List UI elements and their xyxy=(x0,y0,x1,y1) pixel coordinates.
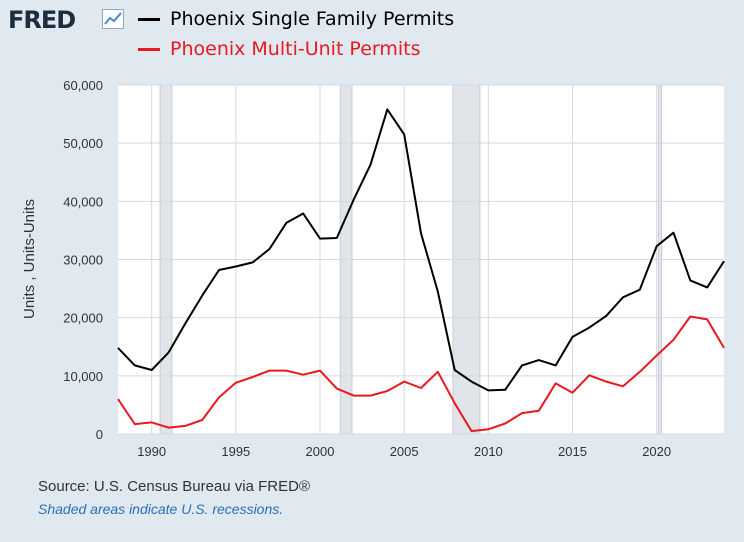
legend-label-single-family: Phoenix Single Family Permits xyxy=(170,8,455,30)
x-tick-label: 1990 xyxy=(137,444,166,459)
chart-line-icon xyxy=(102,9,124,29)
chart-header: FRED Phoenix Single Family Permits Phoen… xyxy=(0,0,744,70)
x-tick-label: 2020 xyxy=(642,444,671,459)
x-tick-label: 2000 xyxy=(306,444,335,459)
x-tick-label: 2015 xyxy=(558,444,587,459)
y-tick-label: 40,000 xyxy=(63,194,103,209)
x-tick-label: 2010 xyxy=(474,444,503,459)
x-axis: 1990 1995 2000 2005 2010 2015 2020 xyxy=(137,444,671,459)
y-tick-label: 0 xyxy=(96,427,103,442)
recession-note: Shaded areas indicate U.S. recessions. xyxy=(38,501,284,517)
line-chart: 1990 1995 2000 2005 2010 2015 2020 0 10,000 20,0… xyxy=(0,70,744,465)
grid-lines xyxy=(118,84,724,435)
legend-swatch-single-family xyxy=(138,17,160,21)
legend-item-single-family: Phoenix Single Family Permits xyxy=(138,6,454,32)
y-tick-label: 60,000 xyxy=(63,78,103,93)
series-line-0 xyxy=(117,108,725,392)
legend: Phoenix Single Family Permits Phoenix Mu… xyxy=(130,0,744,70)
x-tick-label: 1995 xyxy=(221,444,250,459)
y-tick-label: 10,000 xyxy=(63,369,103,384)
legend-swatch-multi-unit xyxy=(138,47,160,51)
y-axis-label: Units , Units-Units xyxy=(21,199,38,319)
source-note: Source: U.S. Census Bureau via FRED® xyxy=(38,478,310,495)
y-tick-label: 30,000 xyxy=(63,253,103,268)
series-lines xyxy=(117,108,725,433)
legend-item-multi-unit: Phoenix Multi-Unit Permits xyxy=(138,36,421,62)
x-tick-label: 2005 xyxy=(390,444,419,459)
y-axis: 0 10,000 20,000 30,000 40,000 50,000 60,000 xyxy=(63,78,103,442)
y-tick-label: 50,000 xyxy=(63,136,103,151)
series-line-1 xyxy=(117,315,725,433)
legend-label-multi-unit: Phoenix Multi-Unit Permits xyxy=(170,38,421,60)
fred-logo: FRED xyxy=(8,6,76,34)
y-tick-label: 20,000 xyxy=(63,311,103,326)
